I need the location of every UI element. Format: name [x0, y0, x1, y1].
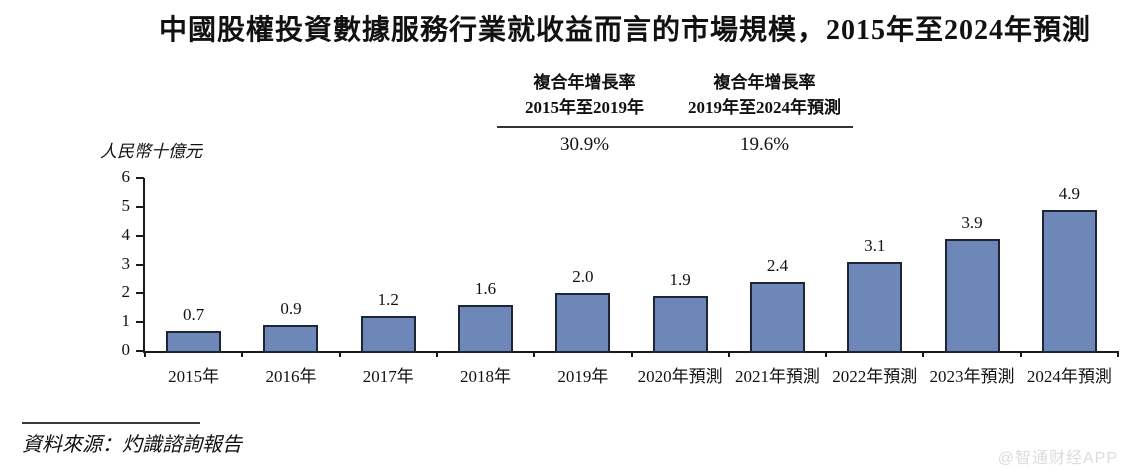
y-tick-label: 4	[121, 224, 131, 244]
bar	[749, 281, 805, 353]
cagr-label-line1: 複合年增長率	[533, 73, 636, 92]
y-tick	[136, 177, 144, 179]
y-axis-line	[143, 178, 145, 353]
x-tick	[144, 351, 146, 357]
bar	[847, 261, 903, 353]
x-category-label: 2019年	[557, 367, 609, 386]
bar-value-label: 0.7	[183, 304, 205, 324]
cagr-divider-line	[497, 126, 853, 128]
bar	[263, 325, 319, 353]
bar-value-label: 4.9	[1058, 183, 1080, 203]
y-tick-label: 5	[121, 195, 131, 215]
x-category-label: 2015年	[168, 367, 220, 386]
cagr-value-2015-2019: 30.9%	[559, 134, 610, 155]
x-tick	[825, 351, 828, 357]
bar	[944, 238, 1000, 353]
x-tick	[922, 351, 925, 357]
y-tick	[136, 205, 144, 208]
bar	[166, 330, 222, 353]
x-tick	[241, 351, 244, 357]
bar-value-label: 2.4	[766, 255, 789, 275]
bar-value-label: 1.2	[377, 290, 399, 310]
x-category-label: 2018年	[460, 367, 512, 386]
x-tick	[338, 351, 341, 357]
y-tick-label: 3	[121, 253, 131, 273]
cagr-column-2019-2024: 複合年增長率 2019年至2024年預測	[672, 70, 857, 120]
source-divider-line	[22, 422, 200, 424]
y-tick	[136, 234, 144, 237]
bar	[360, 316, 416, 353]
y-axis-unit-label: 人民幣十億元	[100, 142, 202, 161]
x-category-label: 2017年	[362, 367, 414, 386]
x-category-label: 2016年	[265, 367, 317, 386]
x-category-label: 2021年預測	[734, 367, 820, 386]
x-category-label: 2022年預測	[832, 367, 918, 386]
y-tick	[136, 292, 144, 295]
cagr-column-2015-2019: 複合年增長率 2015年至2019年	[497, 70, 672, 120]
bar	[652, 296, 708, 353]
x-tick	[1117, 351, 1119, 357]
x-tick	[1019, 351, 1022, 357]
y-tick-label: 2	[121, 282, 131, 302]
x-tick	[630, 351, 633, 357]
cagr-label-line2: 2019年至2024年預測	[688, 98, 841, 117]
x-category-label: 2020年預測	[637, 367, 723, 386]
source-text: 資料來源：灼識諮詢報告	[22, 434, 242, 456]
y-tick	[136, 321, 144, 324]
bar-value-label: 3.1	[864, 235, 886, 255]
y-tick	[136, 350, 144, 352]
cagr-label-line1: 複合年增長率	[713, 73, 816, 92]
bar-value-label: 0.9	[280, 299, 302, 319]
bar-value-label: 1.9	[669, 270, 691, 290]
bar-value-label: 1.6	[474, 278, 497, 298]
x-tick	[533, 351, 536, 357]
cagr-value-2019-2024: 19.6%	[739, 134, 790, 155]
bar	[1041, 209, 1097, 353]
y-tick-label: 6	[121, 167, 131, 186]
y-tick-label: 0	[121, 340, 131, 359]
bar	[555, 293, 611, 353]
x-tick	[727, 351, 730, 357]
x-tick	[435, 351, 438, 357]
chart-title: 中國股權投資數據服務行業就收益而言的市場規模，2015年至2024年預測	[158, 15, 1091, 46]
bar-value-label: 3.9	[961, 212, 983, 232]
watermark-text: @智通财经APP	[997, 450, 1118, 467]
bar-value-label: 2.0	[572, 267, 594, 287]
y-tick	[136, 263, 144, 266]
x-category-label: 2024年預測	[1026, 367, 1112, 386]
x-category-label: 2023年預測	[929, 367, 1015, 386]
cagr-label-line2: 2015年至2019年	[525, 98, 644, 117]
y-tick-label: 1	[121, 311, 131, 331]
bar	[458, 304, 514, 353]
